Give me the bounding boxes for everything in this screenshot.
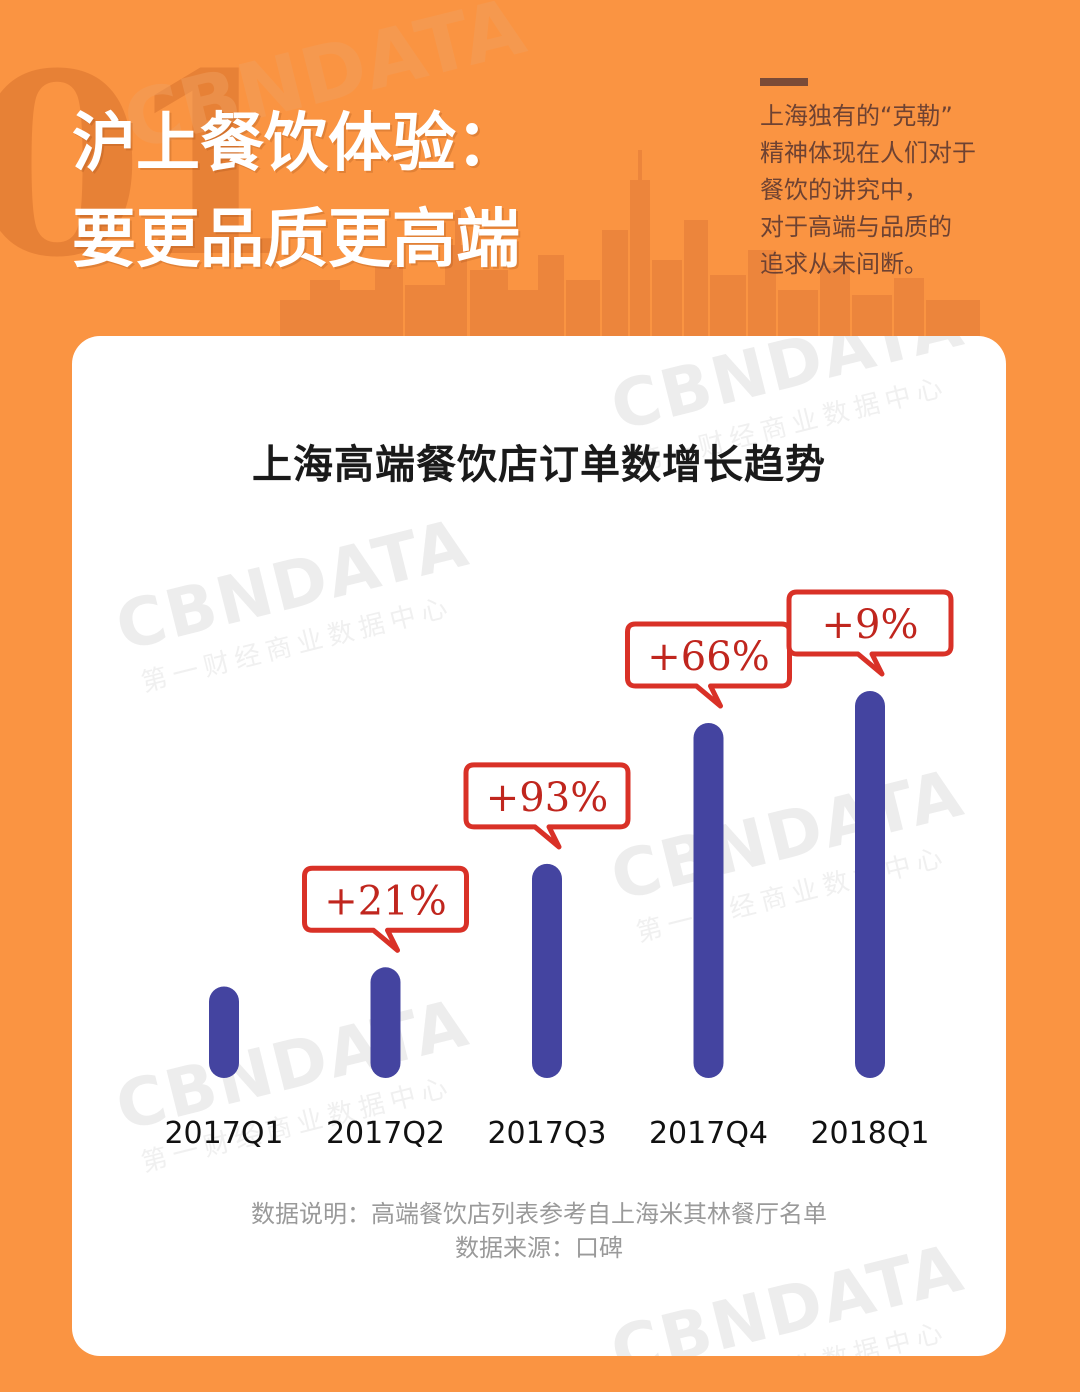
side-note: 上海独有的“克勒” 精神体现在人们对于 餐饮的讲究中， 对于高端与品质的 追求从… [760, 98, 1030, 283]
growth-callout: +93% [463, 762, 631, 850]
bar-2017Q3 [532, 863, 562, 1078]
section-number: 01 [0, 18, 298, 312]
side-note-line: 追求从未间断。 [760, 250, 928, 278]
x-tick-label: 2017Q1 [164, 1116, 283, 1151]
side-accent-bar [760, 78, 808, 86]
x-tick-label: 2017Q2 [326, 1116, 445, 1151]
callout-box [302, 865, 469, 953]
chart-title: 上海高端餐饮店订单数增长趋势 [252, 442, 826, 488]
bar-2018Q1 [855, 691, 885, 1078]
growth-callout: +9% [786, 589, 954, 677]
side-note-line: 餐饮的讲究中， [760, 176, 928, 204]
side-note-line: 对于高端与品质的 [760, 213, 952, 241]
growth-callout: +21% [302, 865, 469, 953]
headline-line-2: 要更品质更高端 [72, 202, 520, 277]
callout-box [463, 762, 631, 850]
side-note-line: 上海独有的“克勒” [760, 102, 953, 130]
skyline-illustration [280, 150, 980, 340]
growth-callout: +66% [625, 621, 792, 709]
bar-2017Q1 [209, 986, 239, 1078]
chart-card: CBNDATA 第一财经商业数据中心 CBNDATA 第一财经商业数据中心 CB… [72, 336, 1006, 1356]
x-tick-label: 2018Q1 [810, 1116, 929, 1151]
bar-2017Q2 [370, 967, 401, 1078]
side-note-line: 精神体现在人们对于 [760, 139, 976, 167]
x-tick-label: 2017Q3 [487, 1116, 606, 1151]
x-tick-label: 2017Q4 [649, 1116, 768, 1151]
data-source: 数据来源：口碑 [455, 1234, 623, 1262]
headline-line-1: 沪上餐饮体验： [72, 106, 520, 181]
bar-chart: 2017Q1 2017Q2 +21% 2017Q3 +93% 2017Q4 +66% 2018… [164, 589, 954, 1151]
growth-label: +93% [486, 775, 608, 821]
growth-label: +66% [647, 634, 769, 680]
data-description: 数据说明：高端餐饮店列表参考自上海米其林餐厅名单 [251, 1200, 827, 1228]
callout-box [786, 589, 954, 677]
headline: 沪上餐饮体验： 要更品质更高端 [72, 96, 520, 288]
growth-label: +9% [822, 602, 919, 648]
bar-2017Q4 [693, 723, 724, 1078]
growth-label: +21% [324, 878, 446, 924]
